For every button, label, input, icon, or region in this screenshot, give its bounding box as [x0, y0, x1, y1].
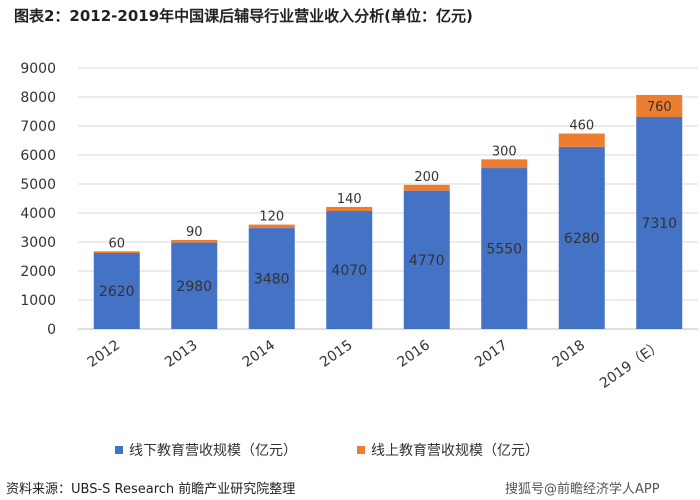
source-note: 资料来源：UBS-S Research 前瞻产业研究院整理 [6, 482, 296, 497]
data-label-offline-1: 2980 [176, 279, 212, 295]
data-label-online-1: 90 [186, 225, 203, 240]
y-tick-label-3000: 3000 [20, 235, 56, 251]
bar-chart: 0 1000 2000 3000 4000 5000 6000 7000 8000 9000 262… [20, 61, 698, 392]
bar-offline-3 [326, 210, 373, 329]
bar-online-3 [326, 206, 373, 211]
x-tick-label-5: 2017 [472, 337, 510, 371]
bar-online-2 [248, 224, 295, 229]
bar-online-7 [636, 94, 683, 118]
y-tick-label-8000: 8000 [20, 90, 56, 106]
x-tick-label-6: 2018 [550, 337, 588, 371]
data-label-online-2: 120 [259, 210, 284, 225]
y-tick-label-1000: 1000 [20, 293, 56, 309]
bar-offline-5 [481, 168, 528, 329]
x-tick-label-2: 2014 [240, 337, 278, 371]
bar-online-0 [93, 251, 140, 254]
data-label-offline-0: 2620 [99, 284, 135, 300]
legend-label-online: 线上教育营收规模（亿元） [371, 443, 539, 459]
bar-offline-7 [636, 117, 683, 329]
bar-offline-4 [403, 190, 450, 329]
x-tick-label-1: 2013 [162, 337, 200, 371]
bar-online-4 [403, 184, 450, 191]
data-label-online-7: 760 [647, 100, 672, 115]
data-label-online-6: 460 [569, 119, 594, 134]
bar-online-1 [171, 239, 218, 243]
legend-item-offline: 线下教育营收规模（亿元） [115, 440, 297, 460]
data-label-offline-5: 5550 [486, 242, 522, 258]
x-tick-label-3: 2015 [317, 337, 355, 371]
y-tick-label-9000: 9000 [20, 61, 56, 77]
y-tick-label-0: 0 [47, 322, 56, 338]
bar-online-6 [558, 133, 605, 147]
data-label-online-4: 200 [414, 170, 439, 185]
bar-offline-2 [248, 228, 295, 329]
bar-offline-6 [558, 146, 605, 329]
legend-label-offline: 线下教育营收规模（亿元） [129, 443, 297, 459]
legend-swatch-online [357, 446, 365, 454]
x-tick-label-7: 2019（E） [597, 337, 666, 392]
legend-item-online: 线上教育营收规模（亿元） [357, 440, 539, 460]
y-tick-label-2000: 2000 [20, 264, 56, 280]
y-tick-label-7000: 7000 [20, 119, 56, 135]
watermark-text: 搜狐号@前瞻经济学人APP [505, 482, 660, 497]
data-label-offline-6: 6280 [564, 231, 600, 247]
data-label-offline-7: 7310 [641, 216, 677, 232]
data-label-online-0: 60 [108, 236, 125, 251]
legend: 线下教育营收规模（亿元） 线上教育营收规模（亿元） [115, 440, 635, 460]
bar-offline-0 [93, 253, 140, 329]
chart-title: 图表2：2012-2019年中国课后辅导行业营业收入分析(单位：亿元) [14, 7, 473, 25]
data-label-offline-3: 4070 [331, 263, 367, 279]
x-tick-label-0: 2012 [85, 337, 123, 371]
data-label-online-3: 140 [337, 192, 362, 207]
y-tick-label-6000: 6000 [20, 148, 56, 164]
y-tick-label-4000: 4000 [20, 206, 56, 222]
data-label-offline-2: 3480 [254, 272, 290, 288]
data-label-offline-4: 4770 [409, 253, 445, 269]
x-tick-label-4: 2016 [395, 337, 433, 371]
data-label-online-5: 300 [492, 144, 517, 159]
bar-offline-1 [171, 242, 218, 329]
legend-swatch-offline [115, 446, 123, 454]
y-tick-label-5000: 5000 [20, 177, 56, 193]
bar-online-5 [481, 159, 528, 169]
